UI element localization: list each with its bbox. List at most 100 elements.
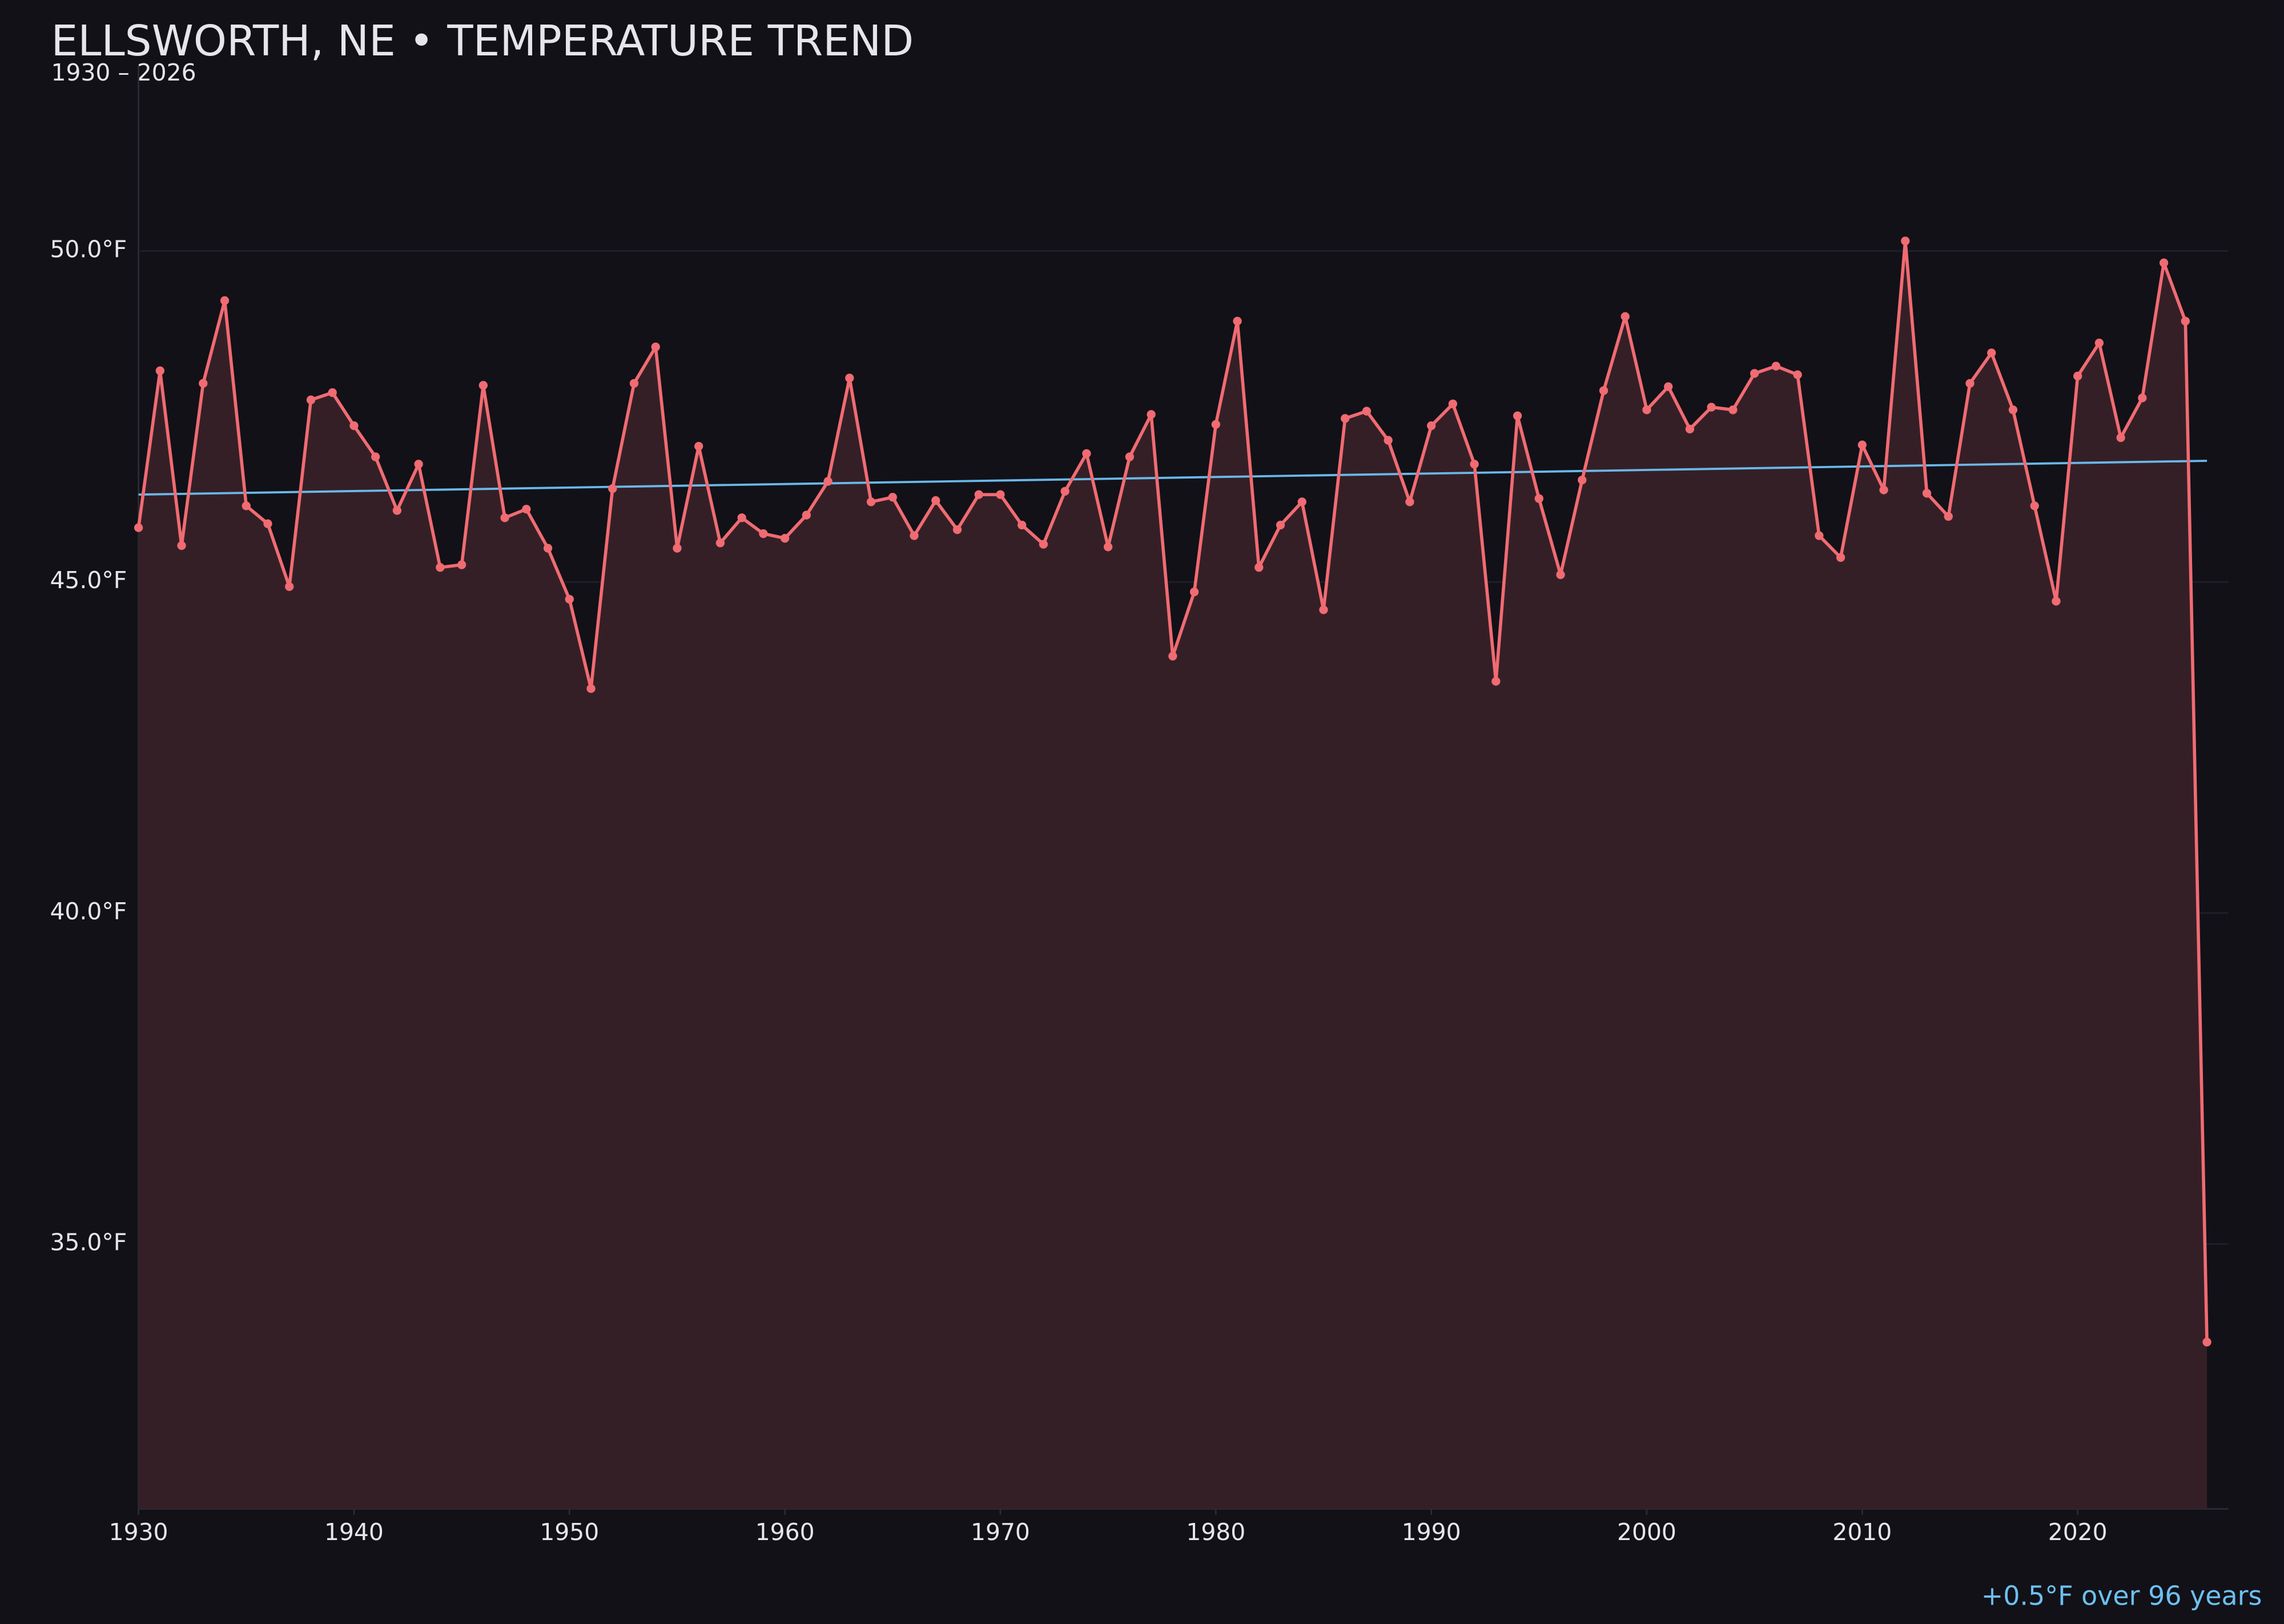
point (673, 544, 682, 553)
point (1189, 587, 1199, 597)
point (2052, 597, 2061, 606)
point (414, 460, 423, 469)
point (823, 477, 833, 486)
point (780, 534, 790, 543)
trend-annotation: +0.5°F over 96 years (1981, 1581, 2262, 1611)
point (1018, 520, 1027, 530)
x-tick-label: 1950 (540, 1518, 599, 1546)
x-tick-label: 1990 (1402, 1518, 1461, 1546)
y-tick-label: 45.0°F (50, 566, 127, 594)
point (888, 493, 897, 502)
point (845, 373, 854, 383)
point (1944, 512, 1953, 521)
point (1103, 542, 1113, 552)
point (478, 381, 488, 390)
point (1254, 563, 1264, 572)
point (1060, 487, 1069, 496)
point (263, 519, 272, 528)
point (2073, 371, 2082, 381)
point (1319, 605, 1328, 614)
point (629, 379, 639, 388)
point (1793, 370, 1802, 379)
x-tick-label: 1930 (109, 1518, 168, 1546)
point (737, 513, 746, 522)
point (1879, 485, 1888, 495)
point (2094, 338, 2104, 348)
point (974, 490, 983, 499)
point (931, 496, 940, 505)
point (1384, 436, 1393, 445)
point (1233, 316, 1242, 326)
point (285, 582, 294, 591)
point (1815, 531, 1824, 540)
point (759, 529, 768, 538)
point (802, 510, 811, 520)
point (1578, 475, 1587, 485)
point (328, 388, 337, 397)
point (1620, 312, 1630, 321)
point (565, 594, 574, 604)
point (1857, 440, 1867, 449)
point (522, 504, 531, 514)
point (1125, 452, 1135, 461)
x-tick-label: 1960 (755, 1518, 815, 1546)
point (177, 541, 186, 550)
point (2008, 405, 2018, 415)
point (1211, 420, 1220, 429)
point (586, 684, 596, 693)
point (220, 296, 230, 305)
point (2138, 393, 2147, 403)
point (1341, 414, 1350, 423)
point (371, 452, 380, 461)
area (138, 241, 2207, 1509)
point (1965, 379, 1975, 388)
point (1836, 553, 1845, 562)
point (1405, 497, 1414, 507)
point (694, 441, 703, 451)
point (1750, 369, 1759, 378)
point (1082, 449, 1091, 458)
point (1039, 540, 1048, 549)
point (1534, 494, 1543, 503)
point (1599, 386, 1609, 395)
point (1685, 424, 1695, 433)
point (1276, 520, 1285, 530)
point (2181, 316, 2190, 326)
point (306, 395, 316, 404)
point (1987, 348, 1996, 357)
point (134, 523, 143, 532)
point (242, 501, 251, 510)
point (155, 366, 164, 375)
point (2159, 258, 2169, 267)
point (392, 506, 402, 515)
point (952, 525, 962, 534)
point (2030, 501, 2039, 510)
trend-line (138, 460, 2207, 496)
point (1707, 403, 1716, 412)
point (1922, 489, 1932, 498)
x-tick-label: 1980 (1186, 1518, 1245, 1546)
x-tick-label: 1940 (324, 1518, 384, 1546)
y-tick-label: 50.0°F (50, 235, 127, 263)
point (2202, 1337, 2211, 1346)
point (1491, 677, 1501, 686)
point (1771, 361, 1781, 371)
point (1728, 405, 1738, 415)
point (1556, 570, 1565, 580)
point (1513, 411, 1522, 420)
point (1642, 405, 1651, 415)
point (1901, 236, 1910, 246)
point (910, 531, 919, 540)
point (651, 342, 660, 352)
point (1147, 410, 1156, 419)
point (349, 421, 359, 431)
y-tick-label: 40.0°F (50, 898, 127, 925)
x-tick-label: 2020 (2048, 1518, 2108, 1546)
point (1470, 460, 1479, 469)
chart-subtitle: 1930 – 2026 (51, 59, 196, 86)
point (1664, 382, 1673, 391)
x-tick-label: 1970 (971, 1518, 1030, 1546)
point (1168, 652, 1177, 661)
y-tick-label: 35.0°F (50, 1229, 127, 1256)
